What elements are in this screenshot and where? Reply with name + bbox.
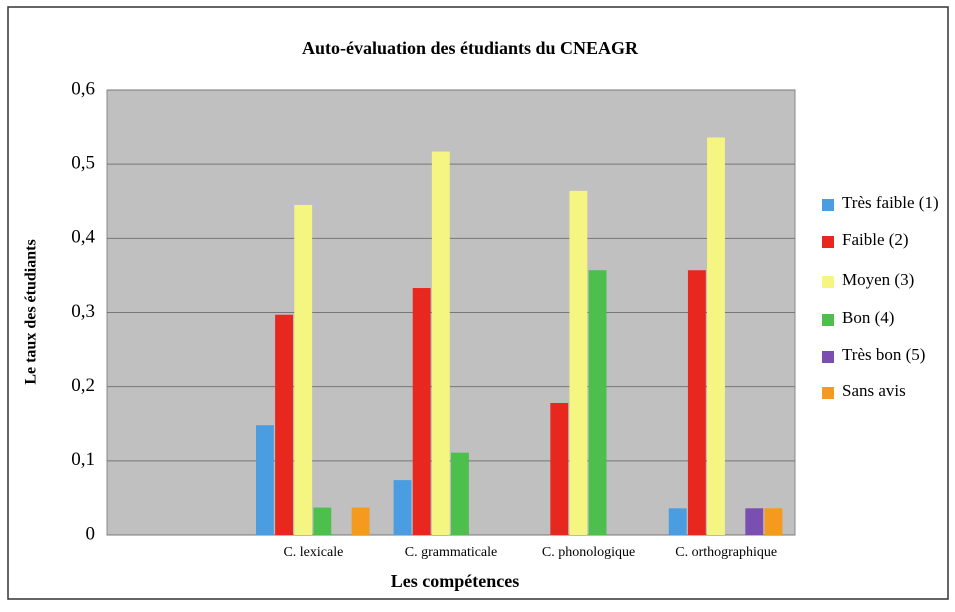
legend-item: Sans avis [842,382,906,400]
y-tick-label: 0,4 [71,227,95,248]
x-tick-label: C. lexicale [283,545,343,560]
bar [764,508,783,535]
y-tick-label: 0,6 [71,78,95,99]
bar [255,425,274,535]
legend-item: Bon (4) [842,309,895,327]
bar [294,204,313,536]
y-tick-label: 0,5 [71,153,95,174]
bar [668,508,687,535]
legend-label: Moyen (3) [842,271,915,289]
bar [588,270,607,535]
x-axis-title: Les compétences [391,571,519,591]
legend-swatch [822,276,834,288]
legend-item: Faible (2) [842,231,909,249]
y-axis-title: Le taux des étudiants [23,239,40,384]
legend-label: Sans avis [842,382,906,400]
x-tick-label: C. orthographique [675,545,777,560]
legend-label: Faible (2) [842,231,909,249]
legend-item: Très faible (1) [842,194,939,212]
legend-swatch [822,387,834,399]
legend-label: Bon (4) [842,309,895,327]
chart-title: Auto-évaluation des étudiants du CNEAGR [302,38,639,58]
legend-label: Très faible (1) [842,194,939,212]
bar [687,270,706,535]
y-tick-label: 0,1 [71,449,95,470]
bar [451,452,469,535]
y-tick-label: 0 [86,523,96,544]
bar [313,507,332,535]
bar [550,402,569,535]
legend-swatch [822,314,834,326]
bar [707,137,725,535]
legend-swatch [822,199,834,211]
legend-swatch [822,236,834,248]
legend-swatch [822,351,834,363]
bar [412,288,431,535]
bar [569,190,588,535]
x-tick-label: C. phonologique [542,545,635,560]
bar [745,508,764,535]
bar [275,314,294,535]
bar [351,507,370,535]
bar [431,151,450,535]
x-tick-label: C. grammaticale [405,545,498,560]
legend-label: Très bon (5) [842,346,926,364]
bar [393,480,412,535]
legend-item: Moyen (3) [842,271,915,289]
y-tick-label: 0,3 [71,301,95,322]
y-tick-label: 0,2 [71,375,95,396]
legend-item: Très bon (5) [842,346,926,364]
